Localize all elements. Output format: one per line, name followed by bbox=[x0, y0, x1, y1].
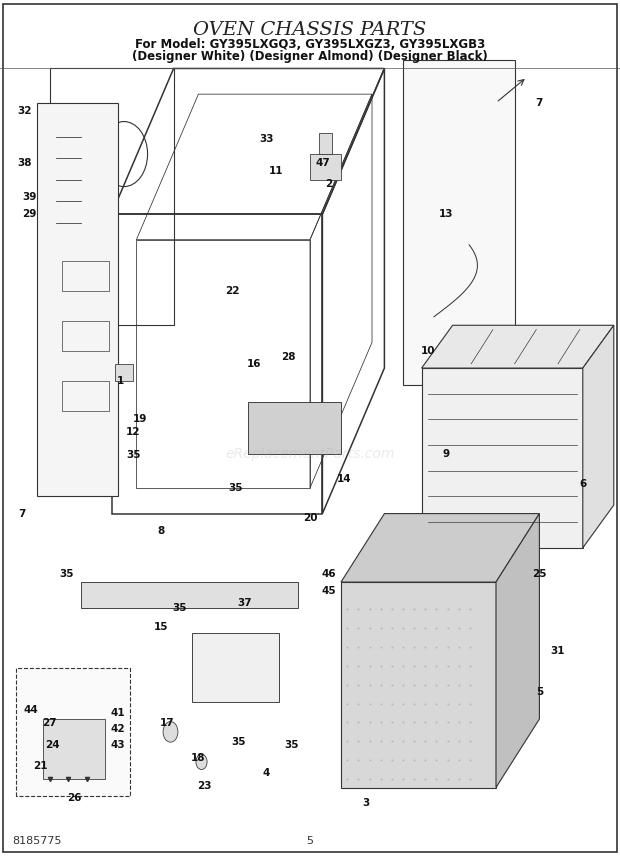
Text: 3: 3 bbox=[362, 798, 370, 808]
Text: 44: 44 bbox=[24, 705, 38, 716]
Text: 22: 22 bbox=[225, 286, 240, 296]
Text: 16: 16 bbox=[247, 359, 262, 369]
Polygon shape bbox=[37, 103, 118, 496]
Text: 28: 28 bbox=[281, 352, 296, 362]
Polygon shape bbox=[43, 719, 105, 779]
Text: 18: 18 bbox=[191, 752, 206, 763]
Text: 6: 6 bbox=[579, 479, 587, 489]
Text: 8185775: 8185775 bbox=[12, 835, 62, 846]
Text: For Model: GY395LXGQ3, GY395LXGZ3, GY395LXGB3: For Model: GY395LXGQ3, GY395LXGZ3, GY395… bbox=[135, 38, 485, 51]
Text: 35: 35 bbox=[59, 568, 74, 579]
Polygon shape bbox=[16, 668, 130, 796]
Polygon shape bbox=[422, 325, 614, 368]
Text: 17: 17 bbox=[160, 718, 175, 728]
Text: (Designer White) (Designer Almond) (Designer Black): (Designer White) (Designer Almond) (Desi… bbox=[132, 50, 488, 63]
Text: 14: 14 bbox=[337, 474, 352, 484]
Text: 42: 42 bbox=[110, 724, 125, 734]
Text: 24: 24 bbox=[45, 740, 60, 750]
Text: 39: 39 bbox=[22, 192, 37, 202]
Polygon shape bbox=[115, 364, 133, 381]
Polygon shape bbox=[310, 154, 341, 180]
Polygon shape bbox=[583, 325, 614, 548]
Polygon shape bbox=[341, 582, 496, 788]
Text: 29: 29 bbox=[22, 209, 37, 219]
Polygon shape bbox=[403, 60, 515, 385]
Text: 7: 7 bbox=[536, 98, 543, 108]
Polygon shape bbox=[248, 402, 341, 454]
Text: 5: 5 bbox=[536, 687, 543, 697]
Polygon shape bbox=[341, 514, 539, 582]
Circle shape bbox=[196, 754, 207, 770]
Text: 7: 7 bbox=[18, 508, 25, 519]
Text: 45: 45 bbox=[321, 586, 336, 596]
Text: 37: 37 bbox=[237, 598, 252, 609]
Text: 35: 35 bbox=[126, 450, 141, 461]
Text: 35: 35 bbox=[231, 737, 246, 747]
Polygon shape bbox=[422, 368, 583, 548]
Text: 38: 38 bbox=[17, 158, 32, 168]
Text: 35: 35 bbox=[172, 603, 187, 613]
Text: 20: 20 bbox=[303, 513, 317, 523]
Text: 41: 41 bbox=[110, 708, 125, 718]
Text: 23: 23 bbox=[197, 781, 212, 791]
Text: 21: 21 bbox=[33, 761, 48, 771]
Text: eReplacementParts.com: eReplacementParts.com bbox=[225, 447, 395, 461]
Text: 31: 31 bbox=[551, 645, 565, 656]
Text: 46: 46 bbox=[321, 568, 336, 579]
Text: 25: 25 bbox=[532, 568, 547, 579]
Polygon shape bbox=[496, 514, 539, 788]
Text: 13: 13 bbox=[439, 209, 454, 219]
Text: 33: 33 bbox=[259, 134, 274, 144]
Text: OVEN CHASSIS PARTS: OVEN CHASSIS PARTS bbox=[193, 21, 427, 39]
Text: 9: 9 bbox=[443, 449, 450, 459]
Text: 12: 12 bbox=[126, 427, 141, 437]
Text: 1: 1 bbox=[117, 376, 125, 386]
Polygon shape bbox=[319, 133, 332, 154]
Text: 2: 2 bbox=[325, 179, 332, 189]
Text: 10: 10 bbox=[420, 346, 435, 356]
Text: 35: 35 bbox=[284, 740, 299, 750]
Text: 5: 5 bbox=[306, 835, 314, 846]
Text: 26: 26 bbox=[67, 793, 82, 803]
Text: 8: 8 bbox=[157, 526, 165, 536]
Polygon shape bbox=[192, 633, 279, 702]
Polygon shape bbox=[81, 582, 298, 608]
Text: 32: 32 bbox=[17, 106, 32, 116]
Text: 15: 15 bbox=[154, 621, 169, 632]
Text: 19: 19 bbox=[132, 414, 147, 425]
Text: 35: 35 bbox=[228, 483, 243, 493]
Text: 43: 43 bbox=[110, 740, 125, 750]
Text: 27: 27 bbox=[42, 718, 57, 728]
Text: 11: 11 bbox=[268, 166, 283, 176]
Circle shape bbox=[163, 722, 178, 742]
Text: 4: 4 bbox=[263, 768, 270, 778]
Text: 47: 47 bbox=[315, 158, 330, 168]
